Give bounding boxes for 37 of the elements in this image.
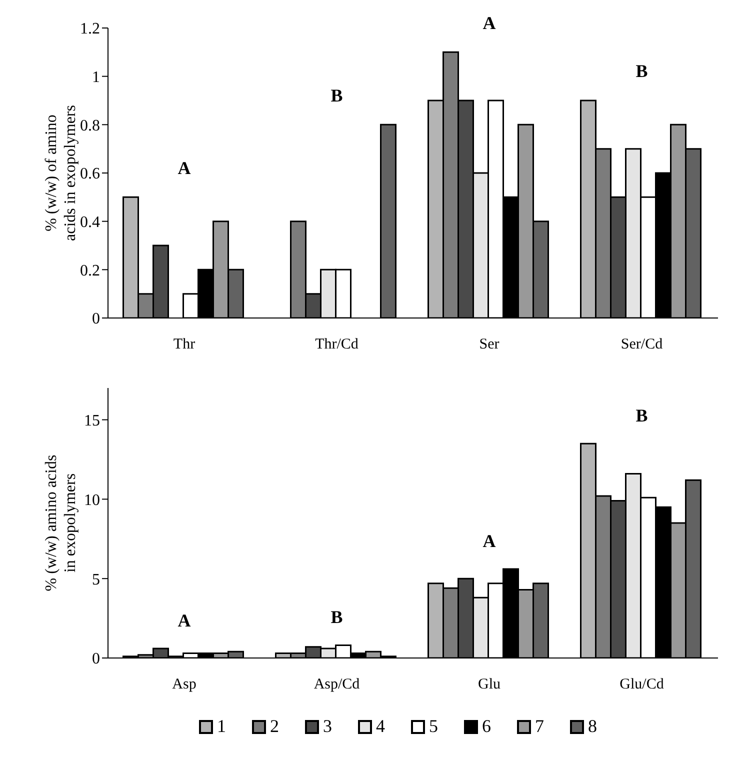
legend-label: 7 [535,716,544,737]
x-tick-label: Glu/Cd [620,676,664,693]
y-axis-title: % (w/w) of amino acids in exopolymers [43,105,79,241]
x-tick-label: Thr [173,336,196,353]
annotation: B [636,405,648,426]
y-tick-label: 1.2 [80,20,100,38]
legend-label: 5 [429,716,438,737]
legend-label: 8 [588,716,597,737]
annotation: A [178,610,191,630]
x-tick-label: Thr/Cd [315,336,359,353]
legend-label: 6 [482,716,491,737]
x-tick-label: Ser/Cd [620,336,664,353]
y-tick-label: 15 [84,412,100,430]
x-tick-label: Ser [479,336,500,353]
y-tick-label: 0 [92,310,100,328]
annotation: A [482,12,496,33]
y-tick-label: 10 [84,492,100,509]
x-tick-label: Asp [172,676,196,693]
legend-label: 2 [270,716,279,737]
x-tick-label: Glu [478,676,501,693]
y-tick-label: 0.6 [80,166,100,183]
y-tick-label: 5 [92,571,100,588]
annotation: A [482,530,496,551]
annotation: B [330,85,343,106]
y-tick-label: 0.8 [80,117,100,134]
y-axis-title: % (w/w) amino acids in exopolymers [43,454,79,592]
legend-label: 1 [217,716,226,737]
x-tick-label: Asp/Cd [314,676,360,693]
annotation: B [636,61,648,82]
y-tick-label: 0 [92,650,100,668]
legend-label: 3 [323,716,332,737]
legend-label: 4 [376,716,385,737]
y-tick-label: 1 [92,69,100,86]
y-tick-label: 0.2 [80,262,100,280]
y-tick-label: 0.4 [80,214,100,232]
annotation: A [178,158,191,178]
annotation: B [330,607,343,628]
